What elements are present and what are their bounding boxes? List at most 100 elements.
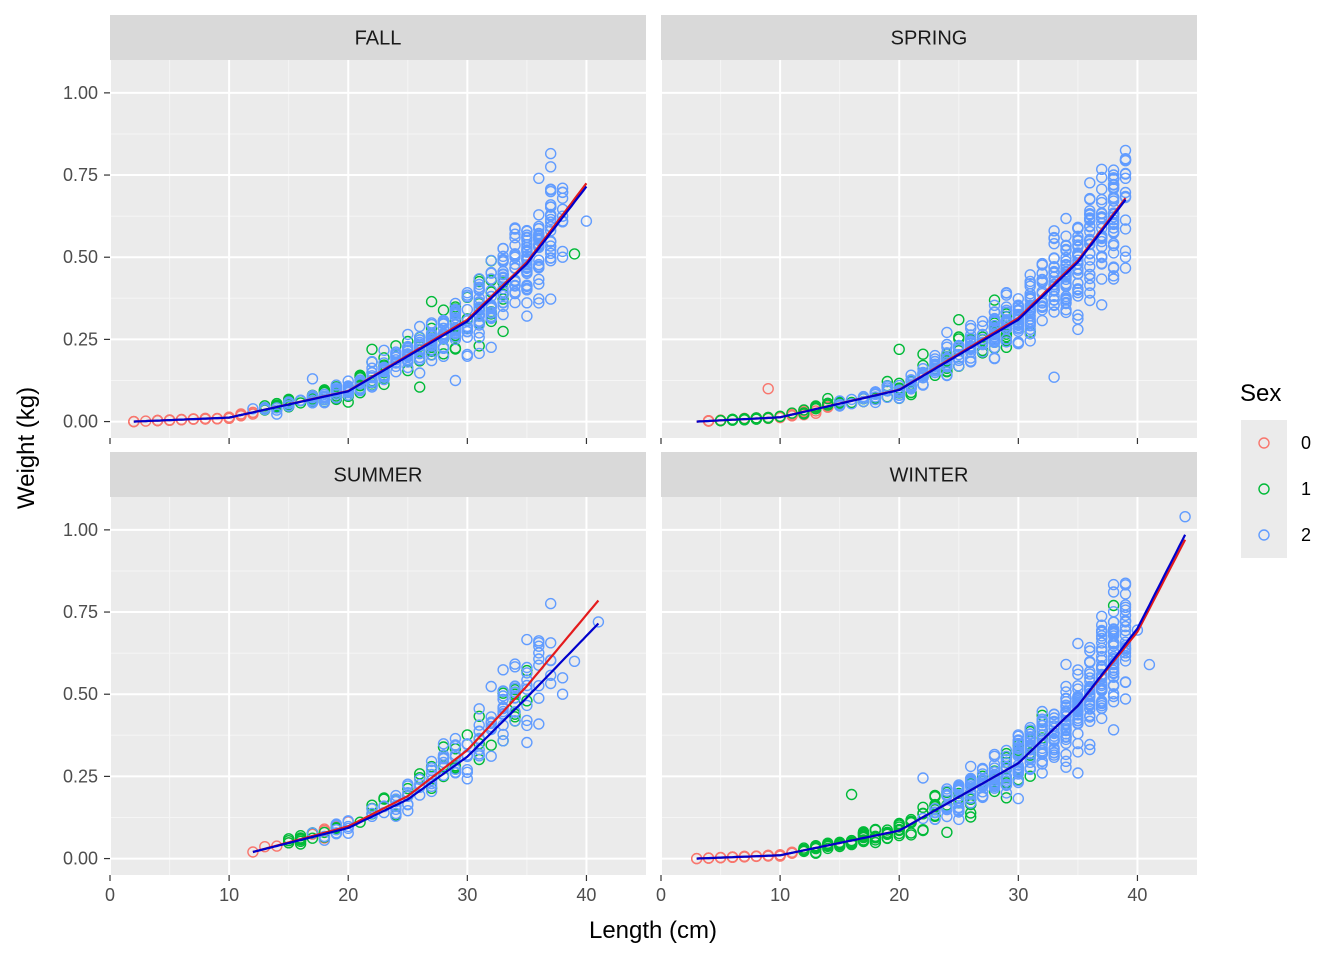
y-tick-label: 0.75 xyxy=(63,165,98,185)
data-point-sex-2 xyxy=(1084,238,1096,251)
data-point-sex-2 xyxy=(929,355,941,368)
data-point-sex-2 xyxy=(1012,774,1024,787)
data-point-sex-2 xyxy=(1107,169,1120,181)
data-point-sex-2 xyxy=(306,373,319,385)
data-point-sex-2 xyxy=(533,262,545,274)
data-point-sex-2 xyxy=(1072,637,1084,650)
data-point-sex-2 xyxy=(1024,739,1036,751)
data-point-sex-2 xyxy=(1095,163,1108,176)
data-point-sex-2 xyxy=(556,672,569,684)
data-point-sex-2 xyxy=(509,715,521,727)
data-point-sex-2 xyxy=(545,677,557,690)
data-point-sex-2 xyxy=(449,322,462,334)
data-point-sex-2 xyxy=(306,396,319,408)
x-tick-label: 30 xyxy=(457,885,477,905)
data-point-sex-2 xyxy=(953,801,965,814)
data-point-sex-2 xyxy=(390,366,402,378)
data-point-sex-2 xyxy=(1107,606,1120,618)
data-point-sex-2 xyxy=(378,357,390,369)
data-point-sex-2 xyxy=(342,375,354,387)
data-point-sex-2 xyxy=(497,308,509,321)
data-point-sex-1 xyxy=(378,792,390,804)
data-point-sex-2 xyxy=(976,762,989,775)
data-point-sex-2 xyxy=(1072,699,1084,712)
data-point-sex-2 xyxy=(1048,266,1060,279)
data-point-sex-2 xyxy=(437,749,450,761)
data-point-sex-2 xyxy=(941,369,953,381)
data-point-sex-2 xyxy=(953,360,965,372)
data-point-sex-2 xyxy=(556,688,569,700)
data-point-sex-2 xyxy=(425,317,438,329)
data-point-sex-2 xyxy=(402,805,414,817)
data-point-sex-2 xyxy=(1012,729,1024,741)
fit-line-blue xyxy=(696,199,1127,423)
data-point-sex-2 xyxy=(1072,235,1084,247)
data-point-sex-2 xyxy=(473,305,485,317)
data-point-sex-2 xyxy=(1072,309,1084,321)
data-point-sex-2 xyxy=(1060,251,1072,264)
data-point-sex-2 xyxy=(976,768,989,780)
data-point-sex-2 xyxy=(556,182,569,194)
data-point-sex-2 xyxy=(485,716,497,728)
x-axis-ticks: 0 10 20 30 40 0 10 20 30 40 xyxy=(105,438,1147,905)
data-point-sex-2 xyxy=(1060,658,1072,671)
panel-fall: FALL xyxy=(109,15,646,438)
data-point-sex-2 xyxy=(1095,697,1108,710)
data-point-sex-2 xyxy=(1036,725,1048,737)
data-point-sex-2 xyxy=(497,296,509,308)
data-point-sex-2 xyxy=(988,770,1001,782)
data-point-sex-2 xyxy=(545,255,557,267)
data-point-sex-2 xyxy=(247,403,259,415)
data-point-sex-2 xyxy=(941,338,953,351)
data-point-sex-2 xyxy=(1119,676,1132,689)
data-point-sex-2 xyxy=(1084,213,1096,225)
data-point-sex-2 xyxy=(1000,757,1013,769)
panel-background xyxy=(110,497,646,875)
data-point-sex-2 xyxy=(1107,239,1120,252)
data-point-sex-2 xyxy=(497,250,509,262)
legend: Sex 0 1 2 xyxy=(1240,380,1311,558)
data-point-sex-2 xyxy=(1084,738,1096,751)
data-point-sex-2 xyxy=(509,222,521,234)
data-point-sex-2 xyxy=(1012,337,1024,349)
data-point-sex-2 xyxy=(402,350,414,362)
data-point-sex-2 xyxy=(545,184,557,196)
data-point-sex-2 xyxy=(1095,171,1108,184)
data-point-sex-2 xyxy=(545,161,557,173)
data-point-sex-2 xyxy=(1119,223,1132,235)
data-point-sex-2 xyxy=(988,315,1001,328)
data-point-sex-2 xyxy=(1084,220,1096,232)
data-point-sex-2 xyxy=(509,691,521,704)
x-tick-label: 40 xyxy=(1127,885,1147,905)
x-tick-label: 0 xyxy=(105,885,115,905)
facet-strip-label: FALL xyxy=(355,28,402,50)
data-point-sex-2 xyxy=(988,352,1001,364)
data-point-sex-2 xyxy=(988,306,1001,318)
data-point-sex-2 xyxy=(330,385,342,397)
data-point-sex-2 xyxy=(449,333,462,346)
data-point-sex-2 xyxy=(893,392,905,404)
data-point-sex-2 xyxy=(1084,208,1096,220)
data-point-sex-2 xyxy=(1024,335,1036,347)
data-point-sex-2 xyxy=(1060,686,1072,698)
data-point-sex-1 xyxy=(893,824,905,837)
data-point-sex-2 xyxy=(318,834,331,846)
data-point-sex-2 xyxy=(1060,212,1072,225)
data-point-sex-2 xyxy=(521,683,533,695)
data-point-sex-2 xyxy=(473,327,485,339)
data-point-sex-2 xyxy=(857,395,870,408)
data-point-sex-2 xyxy=(1095,669,1108,682)
data-point-sex-2 xyxy=(1095,183,1108,195)
data-point-sex-2 xyxy=(1084,703,1096,715)
data-point-sex-2 xyxy=(1107,261,1120,273)
data-point-sex-2 xyxy=(1000,779,1013,792)
data-point-sex-1 xyxy=(1107,599,1120,612)
data-point-sex-2 xyxy=(521,714,533,727)
facet-strip-label: SPRING xyxy=(891,28,968,50)
data-point-sex-1 xyxy=(1024,770,1036,782)
data-point-sex-2 xyxy=(965,760,977,773)
data-point-sex-2 xyxy=(497,690,509,702)
data-point-sex-2 xyxy=(318,830,331,843)
data-point-sex-2 xyxy=(521,310,533,322)
